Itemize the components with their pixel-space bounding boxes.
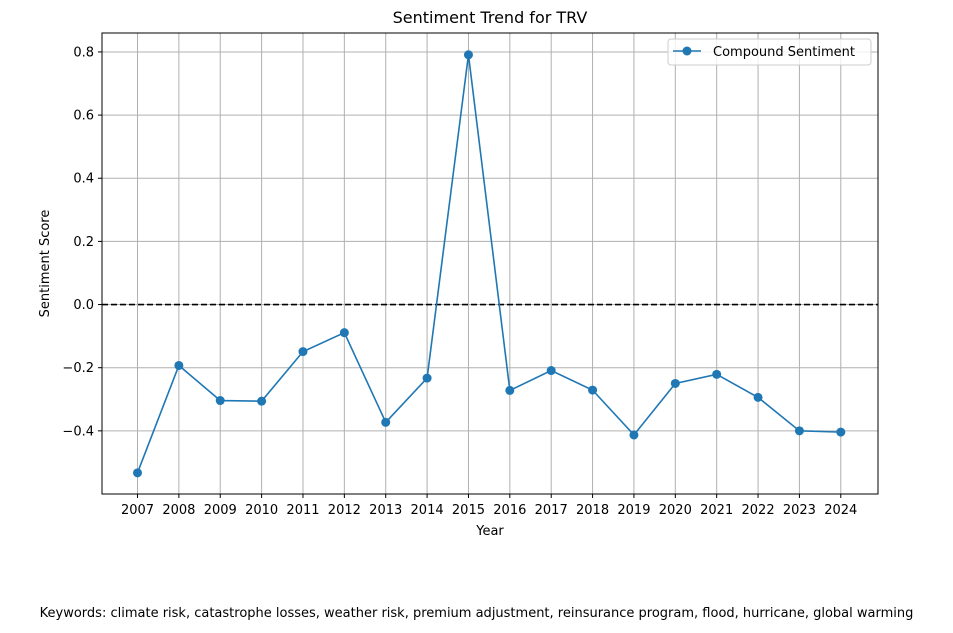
data-point [215, 396, 225, 406]
plot-frame [101, 32, 879, 495]
data-point [422, 373, 432, 383]
x-tick-label: 2019 [617, 503, 650, 518]
x-tick-label: 2016 [493, 503, 526, 518]
legend-box [667, 38, 872, 66]
x-tick-label: 2009 [204, 503, 237, 518]
data-point [712, 369, 722, 379]
series-line [136, 54, 841, 474]
x-tick-label: 2021 [700, 503, 733, 518]
x-tick-label: 2011 [286, 503, 319, 518]
x-tick-label: 2010 [245, 503, 278, 518]
grid-layer [102, 33, 878, 494]
x-tick-label: 2013 [369, 503, 402, 518]
data-point [257, 396, 267, 406]
legend-marker-sample [682, 46, 692, 56]
data-point [629, 430, 639, 440]
data-point [794, 426, 804, 436]
y-tick-label: 0.6 [73, 109, 94, 124]
x-tick-label: 2007 [121, 503, 154, 518]
y-tick-label: −0.4 [62, 424, 94, 439]
x-axis-label: Year [475, 524, 504, 539]
data-point [381, 417, 391, 427]
y-tick-label: 0.0 [73, 298, 94, 313]
x-tick-label: 2008 [162, 503, 195, 518]
data-point [133, 468, 142, 478]
legend: Compound Sentiment [667, 38, 872, 66]
x-tick-label: 2020 [659, 503, 692, 518]
x-tick-label: 2017 [535, 503, 568, 518]
data-point [836, 427, 846, 437]
data-point [174, 360, 184, 370]
data-point [339, 328, 349, 338]
y-tick-label: 0.4 [73, 172, 94, 187]
keywords-footer: Keywords: climate risk, catastrophe loss… [39, 606, 914, 621]
y-tick-label: 0.2 [73, 235, 94, 250]
data-point [505, 385, 515, 395]
x-tick-label: 2018 [576, 503, 609, 518]
x-tick-label: 2022 [742, 503, 775, 518]
y-axis-label: Sentiment Score [38, 210, 53, 318]
y-tick-label: −0.2 [62, 361, 94, 376]
data-point [463, 50, 473, 60]
series-layer [133, 50, 846, 478]
data-point [670, 378, 680, 388]
data-point [546, 366, 556, 376]
data-point [588, 385, 598, 395]
x-tick-label: 2012 [328, 503, 361, 518]
x-tick-label: 2023 [783, 503, 816, 518]
legend-label: Compound Sentiment [713, 45, 855, 60]
sentiment-chart: Sentiment Trend for TRV 2007 2008 2009 2010… [38, 8, 879, 539]
data-point [753, 392, 763, 402]
data-point [298, 347, 308, 357]
ticks-layer: 2007 2008 2009 2010 2011 2012 2013 2014 2015 2016… [62, 45, 857, 518]
x-tick-label: 2024 [824, 503, 857, 518]
y-tick-label: 0.8 [73, 45, 94, 60]
chart-title: Sentiment Trend for TRV [393, 8, 588, 27]
x-tick-label: 2015 [452, 503, 485, 518]
x-tick-label: 2014 [411, 503, 444, 518]
